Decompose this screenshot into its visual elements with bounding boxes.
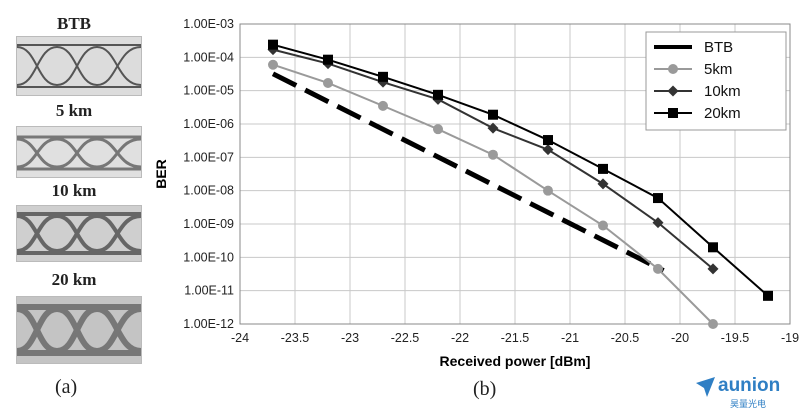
eye-diagram-10km [16, 205, 142, 262]
data-point-10km [707, 263, 719, 275]
x-tick-label: -23.5 [281, 331, 310, 345]
data-point-10km [487, 122, 499, 134]
eye-diagram-5km [16, 126, 142, 178]
y-tick-label: 1.00E-03 [183, 17, 234, 31]
x-tick-label: -21.5 [501, 331, 530, 345]
legend-label-btb: BTB [704, 39, 733, 56]
data-point-5km [323, 77, 333, 88]
data-point-20km [433, 89, 443, 100]
legend-marker-10km [667, 85, 679, 97]
y-tick-label: 1.00E-06 [183, 117, 234, 131]
legend-marker-5km [668, 64, 678, 74]
series-line-btb [271, 71, 665, 273]
chart-series [267, 39, 773, 329]
y-tick-label: 1.00E-05 [183, 84, 234, 98]
x-tick-label: -22.5 [391, 331, 420, 345]
caption-a: (a) [55, 376, 78, 398]
eye-label-20km: 20 km [51, 270, 97, 289]
x-tick-label: -20.5 [611, 331, 640, 345]
paper-plane-icon [696, 377, 715, 397]
eye-image-20km [17, 297, 141, 363]
eye-image-btb [17, 37, 141, 95]
y-tick-label: 1.00E-09 [183, 217, 234, 231]
eye-diagram-btb [16, 36, 142, 96]
eye-label-10km: 10 km [51, 181, 97, 200]
data-point-20km [763, 290, 773, 301]
data-point-20km [268, 39, 278, 50]
data-point-10km [542, 144, 554, 156]
series-line-20km [272, 43, 769, 297]
data-point-5km [488, 149, 498, 160]
x-axis-label: Received power [dBm] [440, 353, 591, 369]
data-point-20km [378, 71, 388, 82]
y-tick-label: 1.00E-12 [183, 317, 234, 331]
data-point-5km [598, 220, 608, 231]
data-point-5km [433, 124, 443, 135]
data-point-20km [323, 54, 333, 65]
eye-image-10km [17, 206, 141, 261]
x-tick-label: -19.5 [721, 331, 750, 345]
data-point-10km [597, 178, 609, 190]
x-tick-label: -19 [781, 331, 799, 345]
legend-label-20km: 20km [704, 105, 741, 122]
eye-label-5km: 5 km [55, 101, 93, 120]
chart-axes: -24 -23.5 -23 -22.5 -22 -21.5 -21 -20.5 -20 -19.5… [183, 17, 799, 345]
x-tick-label: -24 [231, 331, 249, 345]
data-point-10km [652, 217, 664, 229]
data-point-5km [378, 100, 388, 111]
series-20km [268, 39, 773, 301]
legend-label-5km: 5km [704, 61, 732, 78]
ber-chart: -24 -23.5 -23 -22.5 -22 -21.5 -21 -20.5 -20 -19.5… [153, 17, 799, 369]
plot-frame [239, 23, 791, 325]
y-axis-label: BER [153, 159, 169, 189]
data-point-20km [708, 242, 718, 253]
x-tick-label: -21 [561, 331, 579, 345]
data-point-5km [543, 185, 553, 196]
y-tick-label: 1.00E-11 [184, 284, 234, 298]
chart-legend: BTB 5km 10km 20km [645, 31, 787, 131]
eye-image-5km [17, 127, 141, 177]
data-point-5km [708, 319, 718, 329]
eye-diagram-20km [16, 296, 142, 364]
data-point-20km [653, 193, 663, 204]
x-tick-label: -22 [451, 331, 469, 345]
logo-text: aunion [718, 375, 781, 396]
logo-subtext: 昊量光电 [730, 399, 767, 409]
x-tick-label: -23 [341, 331, 359, 345]
eye-diagram-panel: BTB 5 km 10 km [8, 0, 142, 415]
aunion-logo: aunion 昊量光电 [694, 375, 798, 411]
y-tick-label: 1.00E-08 [183, 184, 234, 198]
y-tick-label: 1.00E-10 [183, 250, 234, 264]
legend-marker-20km [668, 108, 678, 118]
data-point-5km [653, 263, 663, 274]
series-btb [271, 71, 665, 273]
data-point-5km [268, 59, 278, 70]
legend-label-10km: 10km [704, 83, 741, 100]
data-point-20km [598, 163, 608, 174]
caption-b: (b) [473, 378, 497, 400]
x-tick-label: -20 [671, 331, 689, 345]
data-point-20km [543, 135, 553, 146]
eye-label-btb: BTB [56, 14, 92, 33]
y-tick-label: 1.00E-07 [183, 150, 234, 164]
y-tick-label: 1.00E-04 [183, 50, 234, 64]
data-point-20km [488, 109, 498, 120]
series-5km [268, 59, 718, 329]
